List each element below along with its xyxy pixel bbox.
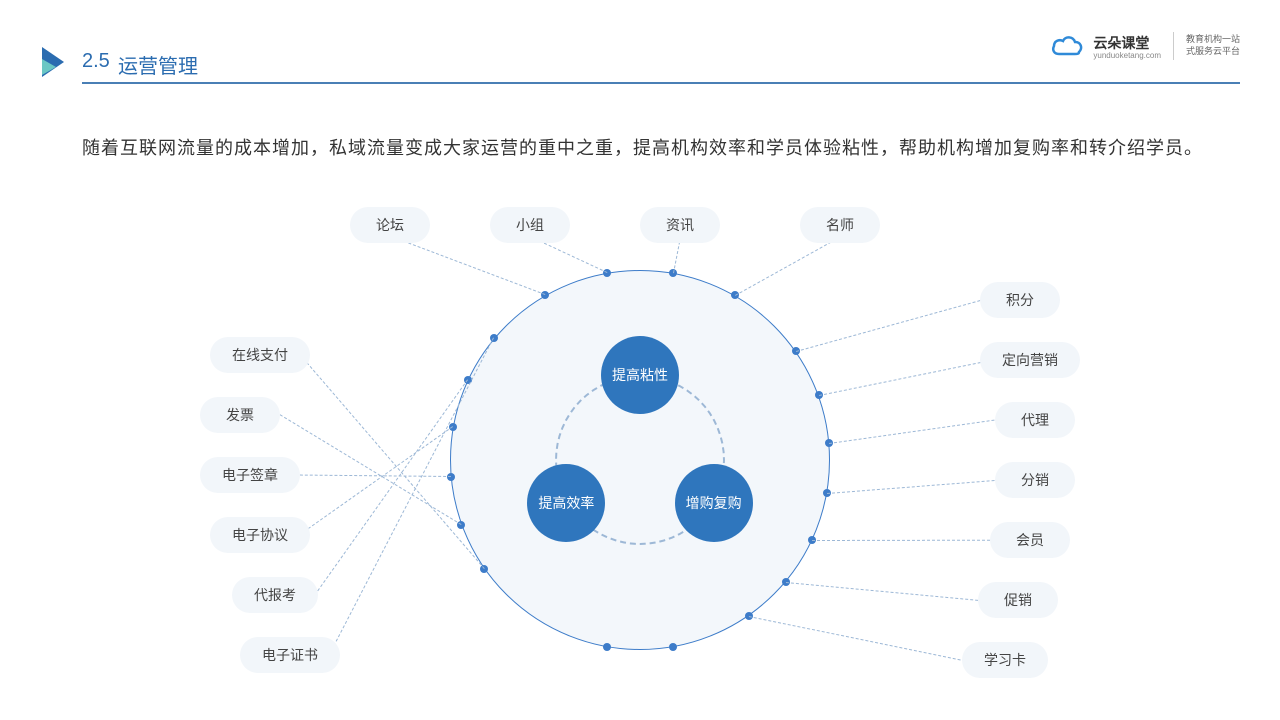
connector-line xyxy=(735,237,840,296)
hub-circle: 增购复购 xyxy=(675,464,753,542)
feature-pill: 学习卡 xyxy=(962,642,1048,678)
feature-pill: 电子协议 xyxy=(210,517,310,553)
slide-header-icon xyxy=(38,45,72,84)
section-number: 2.5 xyxy=(82,50,110,73)
feature-pill: 发票 xyxy=(200,397,280,433)
feature-pill: 电子证书 xyxy=(240,637,340,673)
feature-pill: 论坛 xyxy=(350,207,430,243)
header-underline xyxy=(82,82,1240,84)
connector-line xyxy=(819,360,991,396)
brand-tagline-1: 教育机构一站 xyxy=(1186,34,1240,46)
ring-dot xyxy=(669,643,677,651)
connector-line xyxy=(785,582,978,601)
ring-dot xyxy=(603,643,611,651)
feature-pill: 促销 xyxy=(978,582,1058,618)
feature-pill: 在线支付 xyxy=(210,337,310,373)
feature-pill: 分销 xyxy=(995,462,1075,498)
logo-divider xyxy=(1173,32,1174,60)
brand-name: 云朵课堂 xyxy=(1093,33,1161,53)
connector-line xyxy=(829,420,995,444)
cloud-icon xyxy=(1051,34,1085,58)
feature-pill: 定向营销 xyxy=(980,342,1080,378)
hub-circle: 提高粘性 xyxy=(601,336,679,414)
feature-pill: 积分 xyxy=(980,282,1060,318)
slide-description: 随着互联网流量的成本增加，私域流量变成大家运营的重中之重，提高机构效率和学员体验… xyxy=(82,130,1220,166)
feature-pill: 电子签章 xyxy=(200,457,300,493)
hub-circle: 提高效率 xyxy=(527,464,605,542)
feature-pill: 代报考 xyxy=(232,577,318,613)
feature-pill: 代理 xyxy=(995,402,1075,438)
connector-line xyxy=(390,236,545,295)
feature-pill: 小组 xyxy=(490,207,570,243)
section-title: 运营管理 xyxy=(118,50,198,79)
connector-line xyxy=(290,474,451,477)
connector-line xyxy=(749,616,965,661)
connector-line xyxy=(812,540,990,541)
connector-line xyxy=(280,414,462,525)
brand-domain: yunduoketang.com xyxy=(1093,51,1161,60)
brand-logo-block: 云朵课堂 yunduoketang.com 教育机构一站 式服务云平台 xyxy=(1051,32,1240,60)
feature-pill: 会员 xyxy=(990,522,1070,558)
brand-tagline-2: 式服务云平台 xyxy=(1186,46,1240,58)
connector-line xyxy=(314,379,468,595)
operations-diagram: 提高粘性提高效率增购复购 论坛 小组 资讯 名师在线支付发票电子签章电子协议代报考电子证… xyxy=(0,195,1280,715)
connector-line xyxy=(827,480,995,494)
connector-line xyxy=(796,300,981,352)
feature-pill: 资讯 xyxy=(640,207,720,243)
feature-pill: 名师 xyxy=(800,207,880,243)
